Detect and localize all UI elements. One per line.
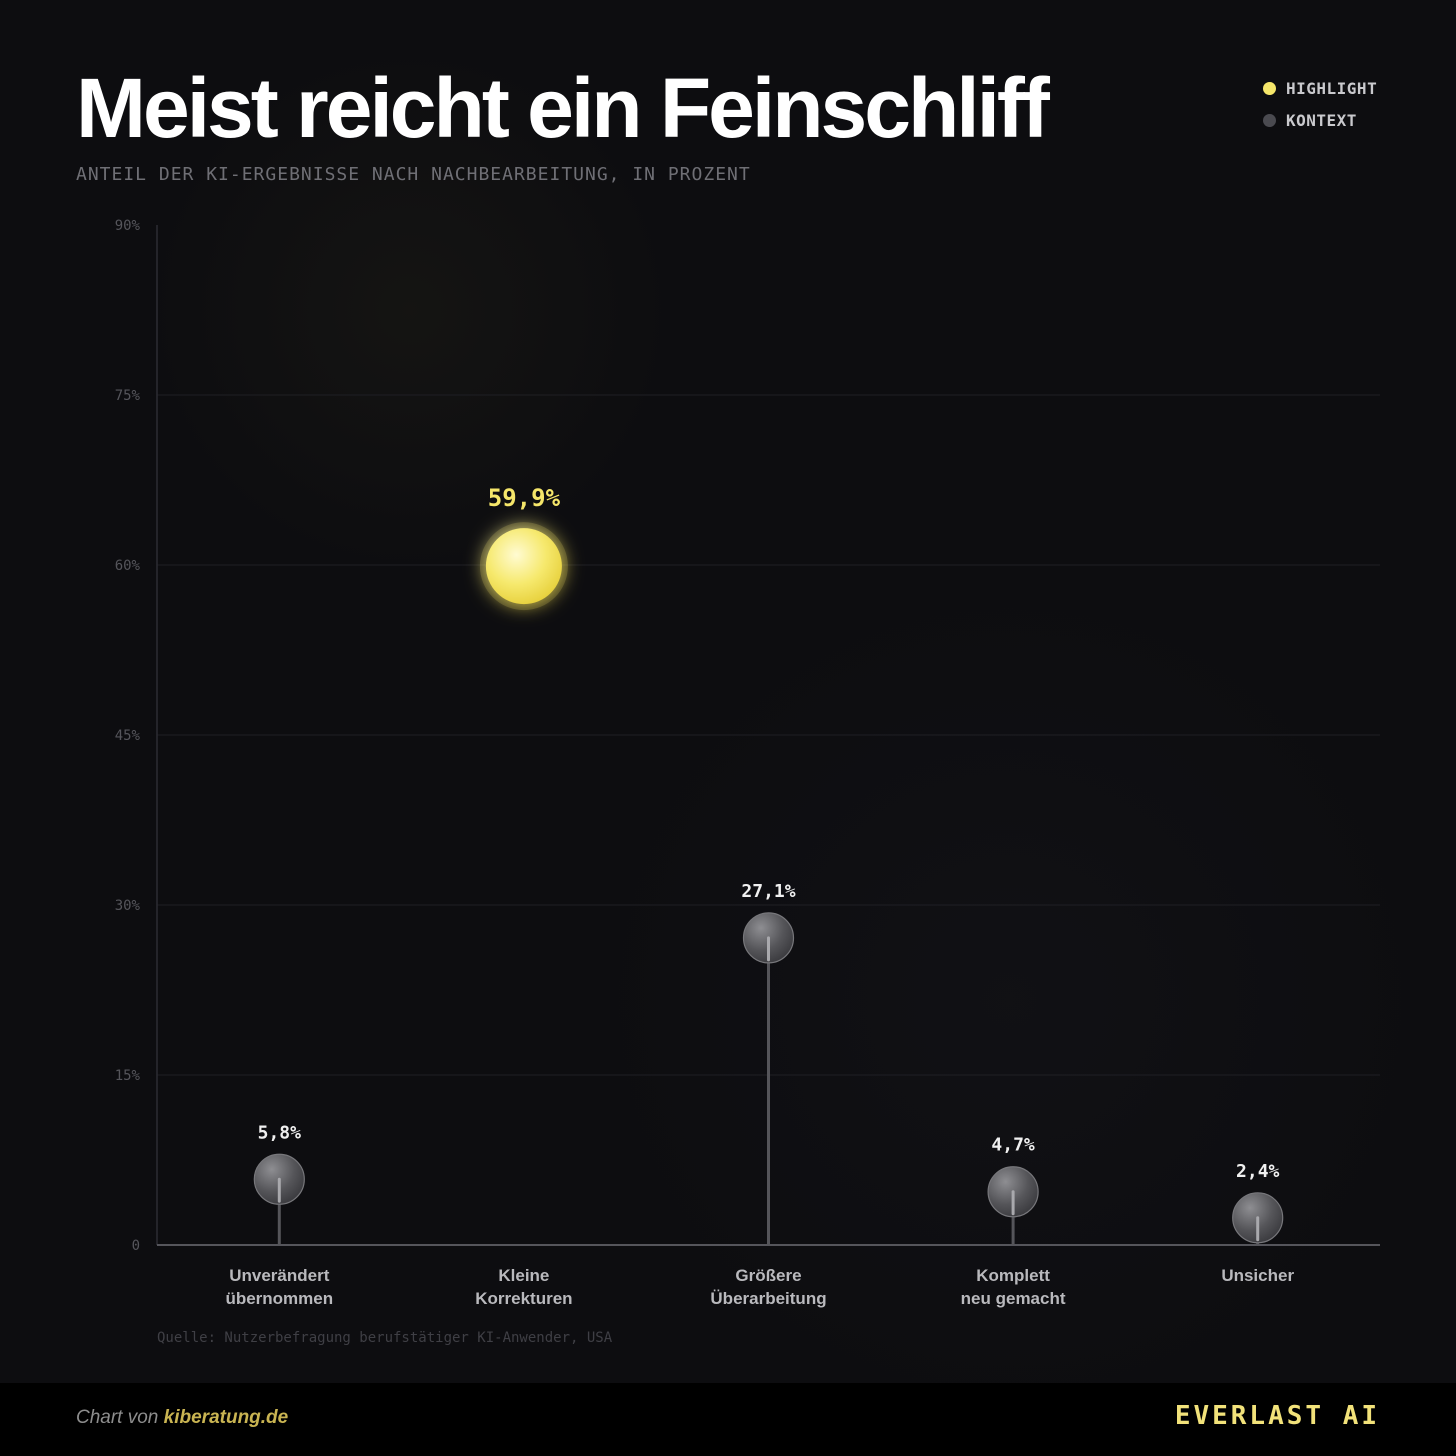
legend: HIGHLIGHT KONTEXT bbox=[1263, 72, 1377, 136]
lollipop-chart: 0 15% 30% 45% 60% 75% 90% 5,8% Unverändert überno… bbox=[115, 218, 1380, 1308]
source-note: Quelle: Nutzerbefragung berufstätiger KI… bbox=[157, 1330, 613, 1346]
footer-bar: Chart von kiberatung.de EVERLAST AI bbox=[0, 1383, 1456, 1456]
lollipop-dot bbox=[485, 528, 562, 605]
credit-link[interactable]: kiberatung.de bbox=[163, 1407, 289, 1428]
chart-subtitle: ANTEIL DER KI-ERGEBNISSE NACH NACHBEARBE… bbox=[76, 164, 751, 185]
y-tick-label: 15% bbox=[115, 1068, 141, 1084]
category-label: übernommen bbox=[225, 1289, 333, 1308]
stem-layer bbox=[277, 566, 1260, 1245]
credit-prefix: Chart von bbox=[76, 1407, 159, 1428]
y-tick-label: 30% bbox=[115, 898, 141, 914]
dot-layer bbox=[253, 522, 1284, 1244]
legend-label-highlight: HIGHLIGHT bbox=[1286, 78, 1378, 98]
credit: Chart von kiberatung.de bbox=[76, 1407, 288, 1429]
category-label: neu gemacht bbox=[961, 1289, 1066, 1308]
value-label: 4,7% bbox=[991, 1135, 1035, 1156]
category-label: Überarbeitung bbox=[710, 1289, 826, 1308]
legend-dot-kontext bbox=[1263, 113, 1276, 127]
legend-item-kontext: KONTEXT bbox=[1263, 104, 1377, 136]
y-tick-label: 60% bbox=[115, 558, 141, 574]
category-label: Unsicher bbox=[1221, 1266, 1294, 1285]
value-label: 27,1% bbox=[741, 881, 795, 902]
category-label: Komplett bbox=[976, 1266, 1050, 1285]
value-label: 59,9% bbox=[488, 484, 561, 512]
brand-logo: EVERLAST AI bbox=[1174, 1401, 1380, 1431]
y-tick-label: 90% bbox=[115, 218, 141, 234]
y-tick-label: 75% bbox=[115, 388, 141, 404]
legend-item-highlight: HIGHLIGHT bbox=[1263, 72, 1377, 104]
value-label: 2,4% bbox=[1236, 1161, 1280, 1182]
category-label: Größere bbox=[735, 1266, 801, 1285]
chart-title: Meist reicht ein Feinschliff bbox=[76, 61, 1050, 155]
value-label: 5,8% bbox=[258, 1122, 302, 1143]
category-label: Korrekturen bbox=[475, 1289, 572, 1308]
label-layer: 0 15% 30% 45% 60% 75% 90% 5,8% Unverändert überno… bbox=[115, 218, 1295, 1308]
category-label: Unverändert bbox=[229, 1266, 329, 1285]
legend-dot-highlight bbox=[1263, 81, 1276, 95]
y-tick-label: 45% bbox=[115, 728, 141, 744]
y-tick-label: 0 bbox=[132, 1238, 140, 1254]
legend-label-kontext: KONTEXT bbox=[1286, 110, 1357, 130]
category-label: Kleine bbox=[498, 1266, 549, 1285]
